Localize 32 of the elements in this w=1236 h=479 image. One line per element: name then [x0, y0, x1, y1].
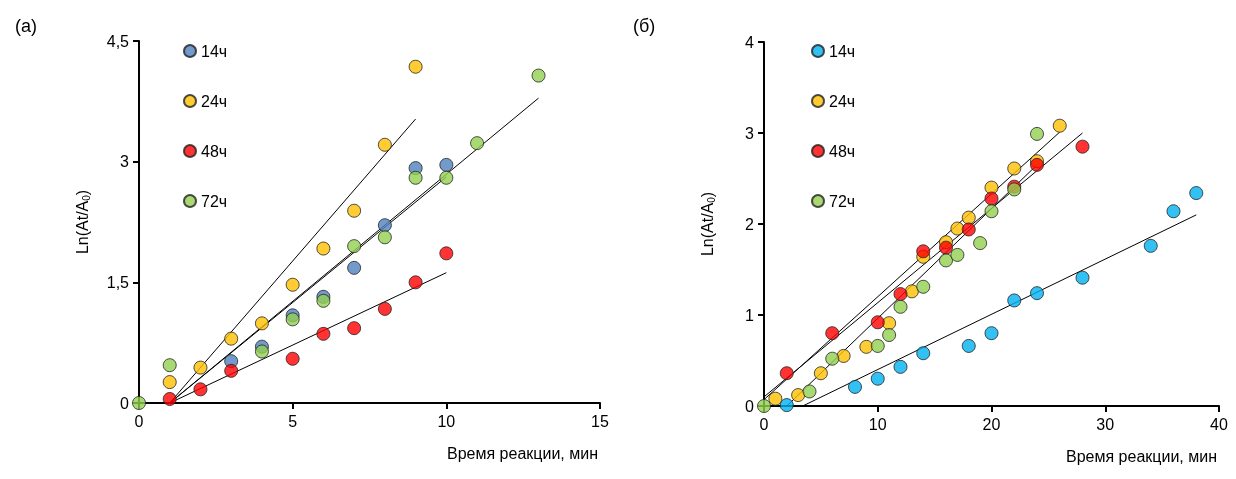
chart-title: (б)	[633, 16, 656, 36]
y-axis-title: Ln(At/A0)	[73, 189, 92, 255]
chart-title: (a)	[15, 16, 37, 36]
x-tick-label: 0	[134, 412, 144, 430]
legend-label: 24ч	[201, 92, 228, 110]
y-tick-label: 1	[745, 306, 755, 324]
x-tick-label: 5	[288, 412, 298, 430]
x-tick-label: 10	[868, 415, 887, 433]
y-tick-label: 0	[745, 397, 755, 415]
x-axis-title: Время реакции, мин	[1066, 447, 1217, 465]
y-axis-title: Ln(At/A0)	[698, 191, 717, 257]
y-tick-label: 4,5	[106, 32, 130, 50]
x-axis-title: Время реакции, мин	[447, 444, 598, 462]
legend-label: 48ч	[829, 142, 856, 160]
legend-label: 14ч	[829, 42, 856, 60]
x-tick-label: 30	[1096, 415, 1115, 433]
x-tick-label: 0	[759, 415, 769, 433]
y-tick-label: 3	[120, 153, 130, 171]
legend-label: 14ч	[201, 42, 228, 60]
y-tick-label: 4	[745, 33, 755, 51]
legend-label: 72ч	[829, 192, 856, 210]
y-tick-label: 1,5	[106, 273, 130, 291]
x-tick-label: 15	[591, 412, 609, 430]
legend-label: 24ч	[829, 92, 856, 110]
x-tick-label: 10	[437, 412, 456, 430]
x-tick-label: 40	[1210, 415, 1228, 433]
legend-label: 48ч	[201, 142, 228, 160]
y-tick-label: 3	[745, 124, 755, 142]
y-tick-label: 0	[120, 394, 130, 412]
x-tick-label: 20	[982, 415, 1001, 433]
legend-label: 72ч	[201, 192, 228, 210]
y-tick-label: 2	[745, 215, 755, 233]
